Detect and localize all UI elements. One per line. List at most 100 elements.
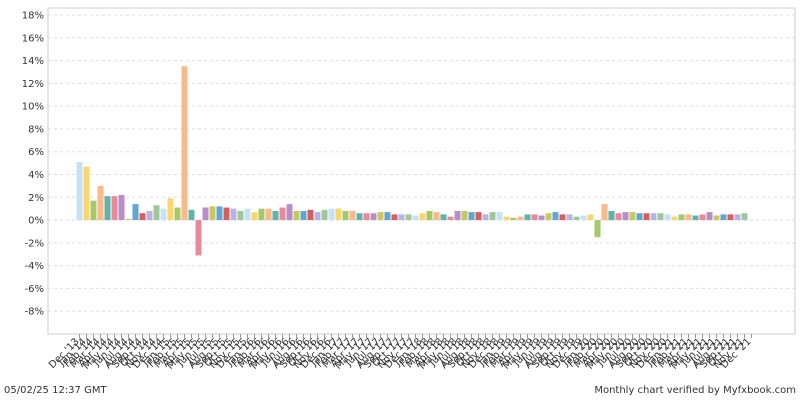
bar [524, 214, 531, 221]
bar [699, 214, 706, 221]
bar [517, 216, 524, 221]
bar [412, 215, 419, 221]
bar [454, 210, 461, 221]
bar [174, 207, 181, 221]
bar [356, 213, 363, 221]
bar [370, 213, 377, 221]
bar [349, 210, 356, 221]
bar [195, 220, 202, 256]
bar [244, 208, 251, 221]
bar [223, 207, 230, 221]
bar [132, 204, 139, 221]
bar [678, 214, 685, 221]
bar [202, 207, 209, 221]
bar [426, 210, 433, 221]
bar [727, 214, 734, 221]
bar [594, 220, 601, 238]
bar [181, 66, 188, 221]
bar [545, 213, 552, 221]
bar [293, 210, 300, 221]
bar [461, 210, 468, 221]
bar [601, 204, 608, 221]
bar [510, 217, 517, 221]
bar [125, 218, 132, 221]
timestamp: 05/02/25 12:37 GMT [4, 385, 107, 396]
bar [279, 207, 286, 221]
y-tick-label: 14% [22, 56, 44, 67]
bar [622, 212, 629, 221]
bar [209, 206, 216, 221]
bar [230, 208, 237, 221]
bar [559, 214, 566, 221]
bar [251, 212, 258, 221]
bar [503, 216, 510, 221]
y-tick-label: 0% [28, 216, 44, 227]
y-tick-label: -2% [25, 238, 44, 249]
bar [237, 210, 244, 221]
bar [636, 213, 643, 221]
bar [314, 212, 321, 221]
bar [216, 206, 223, 221]
bar [608, 210, 615, 221]
bar [405, 214, 412, 221]
bar [272, 210, 279, 221]
bar [188, 209, 195, 221]
bar [111, 196, 118, 221]
plot-area [47, 7, 796, 335]
bar [160, 208, 167, 221]
bar [363, 213, 370, 221]
bar [391, 214, 398, 221]
bar [286, 204, 293, 221]
bar [482, 214, 489, 221]
bar [118, 195, 125, 221]
bar [419, 213, 426, 221]
bar [398, 214, 405, 221]
bar [496, 212, 503, 221]
bar [629, 212, 636, 221]
bar [265, 208, 272, 221]
bar [97, 185, 104, 221]
bar [321, 209, 328, 221]
bar [685, 214, 692, 221]
bar [139, 213, 146, 221]
bar [650, 213, 657, 221]
bar [566, 214, 573, 221]
bar [538, 215, 545, 221]
footer: Monthly chart verified by Myfxbook.com [594, 385, 796, 396]
bar [587, 214, 594, 221]
bar [489, 212, 496, 221]
bar [657, 213, 664, 221]
bar [342, 210, 349, 221]
bar [167, 198, 174, 221]
bar [153, 205, 160, 221]
bar [713, 215, 720, 221]
bar [720, 214, 727, 221]
bar [552, 212, 559, 221]
bar [377, 212, 384, 221]
bar [692, 215, 699, 221]
y-tick-label: 8% [28, 124, 44, 135]
bar [433, 212, 440, 221]
bar [706, 212, 713, 221]
bar [146, 210, 153, 221]
bar [615, 213, 622, 221]
y-tick-label: 4% [28, 170, 44, 181]
bar [643, 213, 650, 221]
y-tick-label: 6% [28, 147, 44, 158]
y-tick-label: -4% [25, 261, 44, 272]
bar [335, 208, 342, 221]
y-tick-label: -6% [25, 284, 44, 295]
bar [300, 210, 307, 221]
y-tick-label: 16% [22, 33, 44, 44]
bar [104, 196, 111, 221]
bar [440, 214, 447, 221]
bar [475, 212, 482, 221]
y-tick-label: -8% [25, 307, 44, 318]
bar [664, 214, 671, 221]
bar [531, 214, 538, 221]
bar [447, 216, 454, 221]
bar [258, 208, 265, 221]
bar [734, 214, 741, 221]
